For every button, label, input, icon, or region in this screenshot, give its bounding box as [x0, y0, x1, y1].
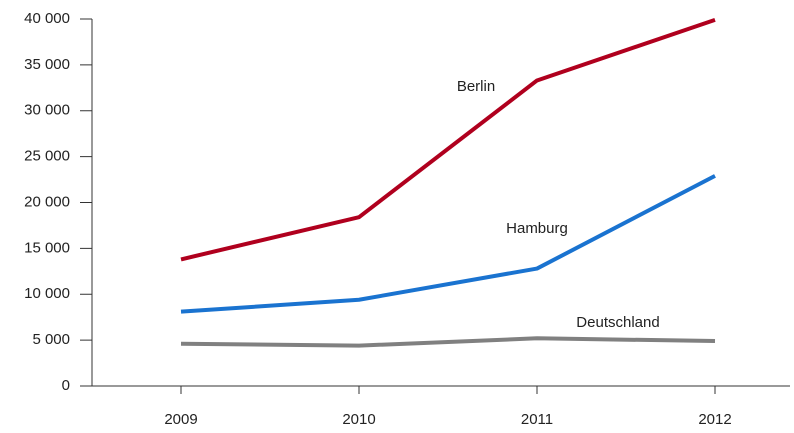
x-tick-label: 2010 — [342, 411, 375, 428]
y-tick-label: 40 000 — [24, 10, 70, 27]
x-tick-label: 2012 — [698, 411, 731, 428]
x-tick-label: 2009 — [164, 411, 197, 428]
y-tick-label: 20 000 — [24, 193, 70, 210]
y-tick-label: 30 000 — [24, 102, 70, 119]
series-label: Berlin — [457, 78, 495, 95]
y-tick-label: 15 000 — [24, 239, 70, 256]
y-tick-label: 35 000 — [24, 56, 70, 73]
y-tick-label: 5 000 — [32, 331, 70, 348]
series-label: Deutschland — [576, 314, 659, 331]
series-line — [180, 18, 716, 262]
x-tick-label: 2011 — [521, 411, 553, 428]
y-tick-label: 10 000 — [24, 285, 70, 302]
y-tick-label: 0 — [62, 377, 70, 394]
series-line — [180, 336, 716, 348]
series-label: Hamburg — [506, 220, 568, 237]
series-line — [180, 174, 716, 314]
y-tick-label: 25 000 — [24, 148, 70, 165]
